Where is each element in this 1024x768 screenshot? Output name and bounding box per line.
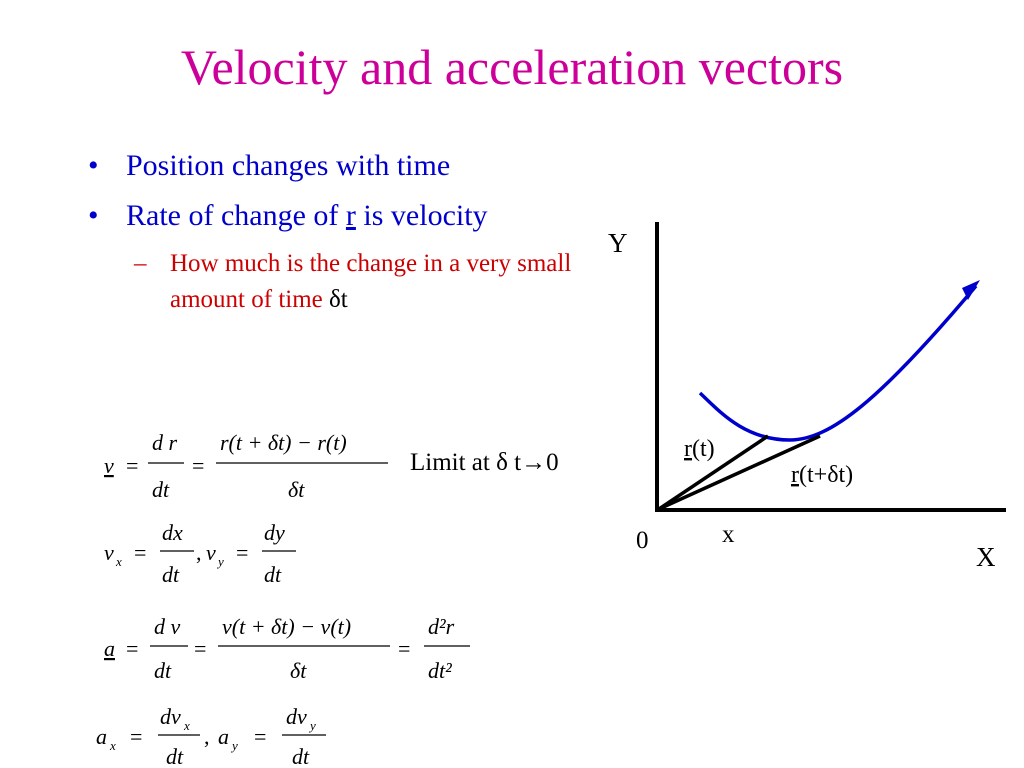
trajectory-arrowhead xyxy=(962,280,980,300)
x-small-label: x xyxy=(722,521,735,548)
sub-bullet-delta: δ xyxy=(329,286,341,313)
eq4-comma: , xyxy=(204,724,210,749)
eq4-ax-num: dv xyxy=(160,704,181,729)
eq1-lhs: v xyxy=(104,453,114,478)
eq2-vy: v xyxy=(206,540,216,565)
eq3-lhs: a xyxy=(104,636,115,661)
position-vector-r-t xyxy=(658,434,769,511)
bullet-list: • Position changes with time • Rate of c… xyxy=(88,146,588,318)
eq1-equals-2: = xyxy=(192,453,204,478)
eq4-ay: a xyxy=(218,724,229,749)
sub-bullet: – How much is the change in a very small… xyxy=(88,246,588,318)
label-r-t-plus-dt: r(t+δt) xyxy=(791,462,853,488)
position-vector-r-t-plus-dt xyxy=(658,434,821,511)
sub-bullet-dash: – xyxy=(134,250,147,277)
eq2-vx: v xyxy=(104,540,114,565)
eq4-ay-num: dv xyxy=(286,704,307,729)
equation-velocity-components: v x = dx dt , v y = dy dt xyxy=(104,520,296,587)
limit-text: Limit at δ t→0 xyxy=(410,449,559,476)
eq3-equals-3: = xyxy=(398,636,410,661)
eq1-num2: r(t + δt) − r(t) xyxy=(220,430,347,455)
eq1-den1: dt xyxy=(152,477,170,502)
equation-acceleration-components: a x = dv x dt , a y = dv y dt xyxy=(96,704,326,768)
trajectory-curve xyxy=(698,284,978,442)
eq4-ay-den: dt xyxy=(292,744,310,768)
eq1-num1: d r xyxy=(152,430,178,455)
bullet-2-vector-r: r xyxy=(345,199,356,232)
equation-acceleration: a = d v dt = v(t + δt) − v(t) δt = d²r d… xyxy=(104,614,470,683)
label-r-t: r(t) xyxy=(684,436,715,462)
bullet-2: • Rate of change of r is velocity xyxy=(88,196,588,236)
eq4-ax: a xyxy=(96,724,107,749)
eq2-equals-1: = xyxy=(134,540,146,565)
x-axis-label: X xyxy=(976,542,996,572)
bullet-2-before: Rate of change of xyxy=(126,199,346,232)
eq3-num3: d²r xyxy=(428,614,455,639)
eq4-ay-sub: y xyxy=(230,738,238,753)
eq3-den2: δt xyxy=(290,658,307,683)
bullet-1: • Position changes with time xyxy=(88,146,588,186)
eq2-vy-den: dt xyxy=(264,562,282,587)
eq2-comma: , xyxy=(196,540,202,565)
y-axis-label: Y xyxy=(608,228,628,258)
bullet-dot: • xyxy=(88,149,99,182)
eq3-num2: v(t + δt) − v(t) xyxy=(222,614,351,639)
eq1-equals-1: = xyxy=(126,453,138,478)
eq4-equals-2: = xyxy=(254,724,266,749)
eq4-ax-den: dt xyxy=(166,744,184,768)
eq2-vx-num: dx xyxy=(162,520,183,545)
origin-label: 0 xyxy=(636,527,649,554)
slide-title: Velocity and acceleration vectors xyxy=(180,39,844,95)
eq3-num1: d v xyxy=(154,614,181,639)
position-diagram: Y X 0 x r(t) r(t+δt) xyxy=(608,222,1006,572)
eq3-equals-1: = xyxy=(126,636,138,661)
eq4-ax-num-sub: x xyxy=(183,718,190,733)
eq4-equals-1: = xyxy=(130,724,142,749)
eq2-vy-sub: y xyxy=(216,554,224,569)
bullet-2-after: is velocity xyxy=(355,199,488,232)
eq2-equals-2: = xyxy=(236,540,248,565)
eq3-equals-2: = xyxy=(194,636,206,661)
eq1-den2: δt xyxy=(288,477,305,502)
bullet-dot: • xyxy=(88,199,99,232)
sub-bullet-t: t xyxy=(340,286,348,313)
eq2-vx-den: dt xyxy=(162,562,180,587)
eq3-den1: dt xyxy=(154,658,172,683)
eq4-ax-sub: x xyxy=(109,738,116,753)
bullet-1-text: Position changes with time xyxy=(126,149,451,182)
sub-bullet-text: How much is the change in a very small a… xyxy=(170,250,572,313)
eq2-vy-num: dy xyxy=(264,520,285,545)
equation-velocity: v = d r dt = r(t + δt) − r(t) δt xyxy=(104,430,388,502)
eq4-ay-num-sub: y xyxy=(308,718,316,733)
eq3-den3: dt² xyxy=(428,658,452,683)
eq2-vx-sub: x xyxy=(115,554,122,569)
